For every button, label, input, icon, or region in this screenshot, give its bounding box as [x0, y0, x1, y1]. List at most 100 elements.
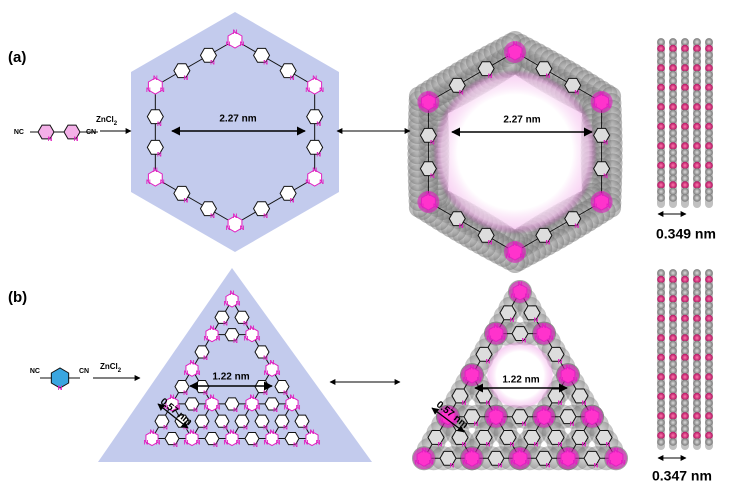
triazine-ring: [507, 243, 523, 261]
atom-label: N: [223, 425, 228, 432]
stack-atom: [693, 90, 701, 98]
stack-atom: [669, 321, 677, 329]
pyridine-ring: [477, 61, 495, 77]
atom-label: N: [240, 41, 245, 48]
atom-label: N: [498, 462, 503, 469]
triazine-ring: [185, 430, 199, 447]
atom-label: N: [592, 103, 597, 110]
stack-atom: [669, 334, 677, 342]
stack-atom: [705, 373, 713, 381]
stack-atom: [669, 77, 677, 85]
atom-label: N: [230, 290, 235, 297]
reagent-text: ZnCl: [100, 362, 118, 371]
atom-label: N: [439, 418, 444, 425]
pyridine-ring: [294, 414, 310, 428]
atom-label: N: [558, 442, 563, 449]
atom-label: N: [319, 87, 324, 94]
pyridine-ring: [475, 346, 493, 362]
atom-label: N: [570, 421, 575, 428]
pyridine-ring: [146, 139, 164, 155]
atom-label: N: [542, 323, 547, 330]
stack-atom: [657, 155, 665, 163]
pyridine-ring: [252, 201, 271, 217]
pyridine-ring: [254, 414, 270, 428]
pyridine-ring: [419, 127, 437, 143]
pyridine-ring: [199, 201, 218, 217]
stack-atom: [657, 412, 665, 420]
atom-label: N: [203, 355, 208, 362]
stack-atom: [693, 308, 701, 316]
triazine-ring: [245, 327, 259, 343]
stack-atom: [681, 174, 689, 183]
atom-label: N: [146, 179, 151, 186]
pyridine-ring: [448, 211, 466, 227]
atom-label: N: [157, 151, 162, 158]
stack-atom: [669, 269, 677, 277]
stack-atom: [669, 103, 677, 111]
atom-label: N: [463, 376, 468, 383]
pyridine-ring: [199, 47, 218, 63]
pyridine-ring: [523, 430, 541, 445]
stack-atom: [669, 347, 677, 355]
stack-atom: [657, 314, 665, 323]
triazine-ring: [227, 31, 243, 49]
atom-label: N: [450, 462, 455, 469]
atom-label: N: [74, 136, 79, 143]
bond: [155, 177, 236, 225]
pyridine-ring: [194, 345, 210, 359]
pyridine-ring: [63, 124, 81, 140]
atom-label: N: [422, 447, 427, 454]
stack-atom: [705, 366, 713, 375]
stack-atom: [693, 168, 701, 176]
stack-atom: [657, 187, 665, 196]
atom-label: N: [233, 213, 238, 220]
atom-label: N: [305, 179, 310, 186]
atom-label: N: [583, 418, 588, 425]
stack-atom: [669, 109, 677, 118]
stack-atom: [657, 161, 665, 170]
stack-atom: [705, 122, 713, 131]
stack-atom: [657, 386, 665, 394]
stack-atom: [669, 70, 677, 79]
stacking-distance: 0.347 nm: [652, 468, 712, 483]
pore-size: 1.22 nm: [212, 372, 249, 383]
stack-atom: [669, 288, 677, 297]
stack-atom: [657, 70, 665, 79]
atom-label: N: [549, 335, 554, 342]
atom-label: N: [310, 429, 315, 436]
triazine-ring: [225, 430, 239, 447]
stack-atom: [681, 353, 689, 362]
stack-atom: [657, 77, 665, 85]
atom-label: N: [290, 75, 295, 82]
triazine-ring: [227, 215, 243, 233]
stack-atom: [657, 340, 665, 349]
pyridine-ring: [564, 77, 582, 93]
pyridine-ring: [234, 310, 250, 324]
atom-label: N: [535, 418, 540, 425]
atom-label: N: [304, 439, 309, 446]
atom-label: N: [542, 406, 547, 413]
atom-label: N: [603, 173, 608, 180]
stack-atom: [705, 379, 713, 388]
stack-atom: [693, 314, 701, 323]
pyridine-ring: [535, 227, 553, 243]
triazine-ring: [147, 169, 163, 187]
atom-label: N: [522, 421, 527, 428]
atom-label: N: [193, 407, 198, 414]
atom-label: N: [190, 359, 195, 366]
reagent-subscript: 2: [118, 368, 122, 374]
pyridine-ring: [511, 326, 529, 341]
stack-atom: [669, 386, 677, 394]
stack-atom: [705, 51, 713, 59]
pyridine-ring: [146, 109, 164, 125]
panel-label: (b): [8, 289, 27, 306]
triazine-ring: [507, 43, 523, 61]
atom-label: N: [494, 323, 499, 330]
pyridine-ring: [571, 388, 589, 404]
atom-label: N: [210, 213, 215, 220]
pyridine-ring: [535, 450, 553, 466]
atom-label: N: [463, 459, 468, 466]
stack-atom: [681, 57, 689, 66]
atom-label: N: [470, 447, 475, 454]
atom-label: N: [153, 75, 158, 82]
